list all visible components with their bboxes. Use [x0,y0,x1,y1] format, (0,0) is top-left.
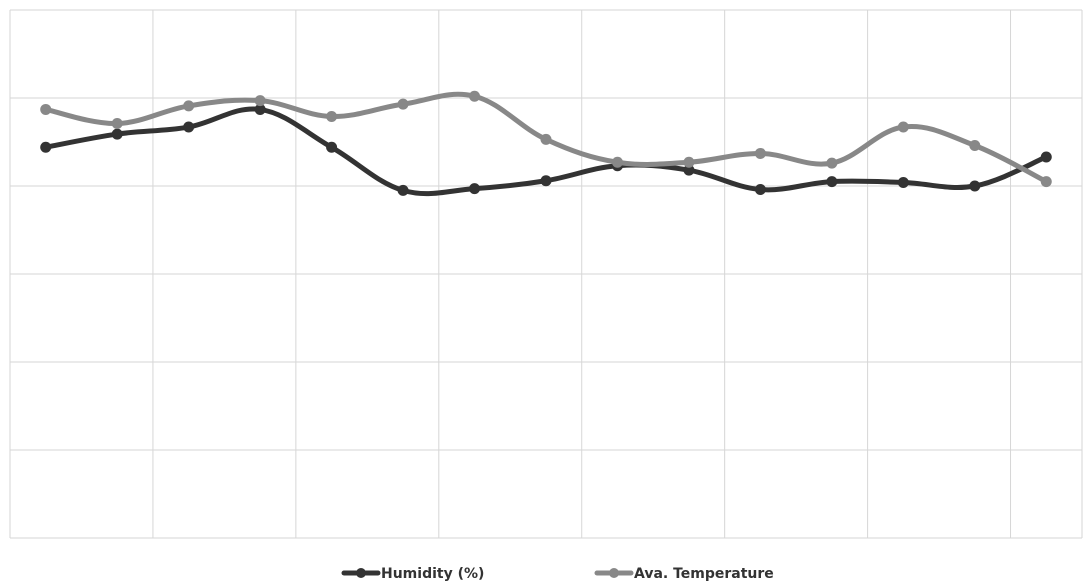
data-point [540,133,552,145]
data-point [969,180,981,192]
data-point [469,183,481,195]
data-point [183,100,195,112]
series-humidity [40,103,1052,197]
data-point [897,176,909,188]
data-point [326,110,338,122]
series-layer [40,90,1052,197]
legend-swatch-marker [356,568,366,578]
data-point [111,118,123,130]
data-point [754,184,766,196]
data-point [826,176,838,188]
legend-label: Humidity (%) [381,566,484,581]
data-point [469,90,481,102]
data-point [611,156,623,168]
data-point [683,164,695,176]
data-point [969,140,981,152]
data-point [897,121,909,133]
data-point [254,103,266,115]
data-point [397,98,409,110]
data-point [1040,151,1052,163]
legend-item: Ava. Temperature [594,566,774,581]
data-point [397,184,409,196]
data-point [540,175,552,187]
data-point [754,147,766,159]
data-point [40,103,52,115]
data-point [826,157,838,169]
data-point [40,141,52,153]
gridlines [9,9,1083,539]
legend-label: Ava. Temperature [634,566,774,581]
data-point [1040,176,1052,188]
data-point [111,128,123,140]
data-point [183,121,195,133]
legend: Humidity (%) Ava. Temperature [341,566,774,581]
data-point [254,95,266,107]
data-point [326,141,338,153]
series-temperature [40,90,1052,188]
legend-swatch-marker [609,568,619,578]
data-point [683,156,695,168]
legend-item: Humidity (%) [341,566,484,581]
